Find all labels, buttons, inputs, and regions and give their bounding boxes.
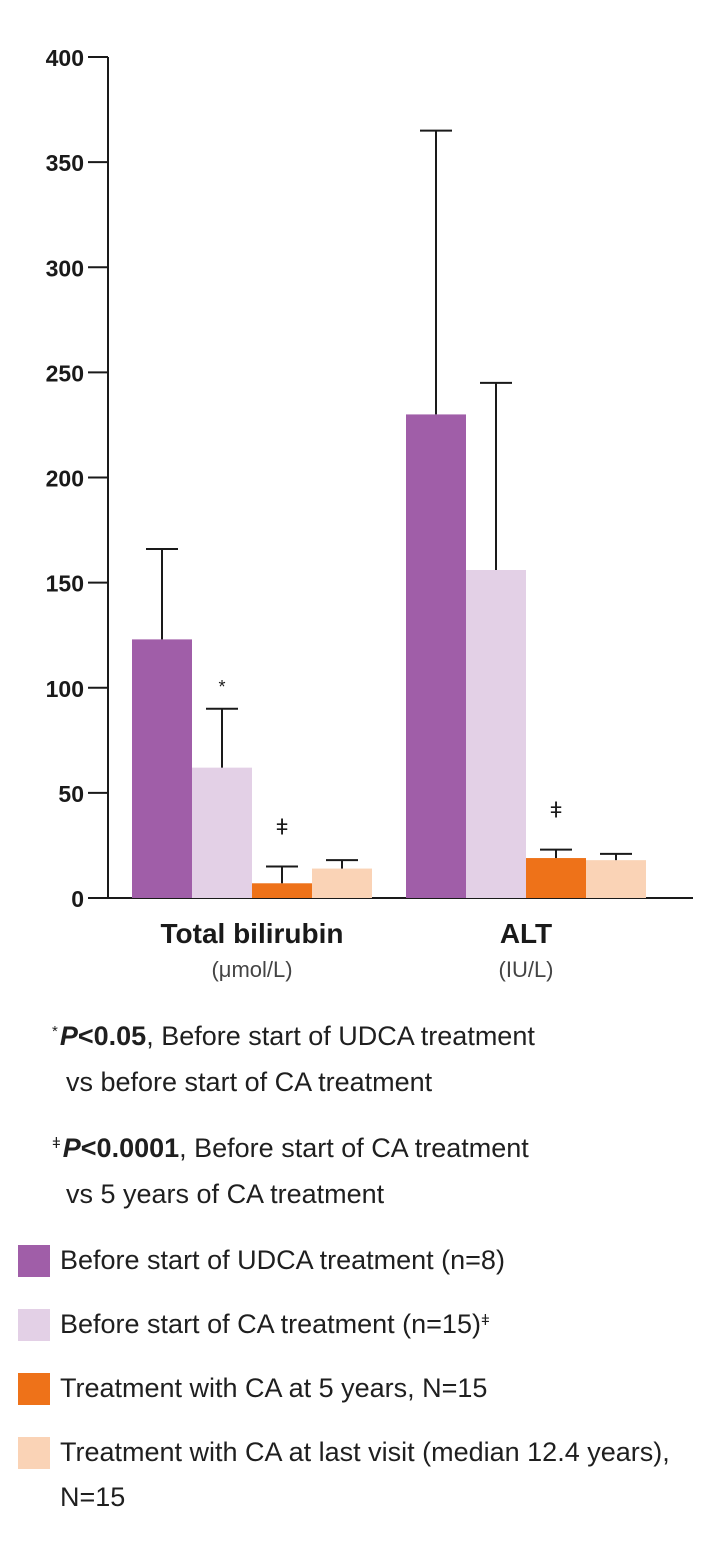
legend-label: Treatment with CA at last visit (median … (60, 1437, 670, 1512)
legend-label: Treatment with CA at 5 years, N=15 (60, 1373, 488, 1403)
y-tick-label: 100 (46, 676, 84, 702)
category-unit: (IU/L) (499, 957, 554, 982)
p-value: <0.05 (77, 1021, 147, 1051)
legend-swatch (18, 1245, 50, 1277)
bar (586, 860, 646, 898)
legend-item-ca-last: Treatment with CA at last visit (median … (18, 1430, 692, 1520)
bar-chart: 0 50 100 150 200 250 300 350 400 * ǂ ǂ Total bilirub… (46, 45, 693, 982)
significance-mark: * (218, 677, 225, 697)
legend-item-udca: Before start of UDCA treatment (n=8) (18, 1238, 692, 1283)
footnote-text: , Before start of CA treatment (179, 1133, 529, 1163)
bar (312, 868, 372, 898)
bar (406, 414, 466, 898)
legend-mark: ǂ (480, 1312, 490, 1329)
legend-item-ca-before: Before start of CA treatment (n=15)ǂ (18, 1302, 692, 1347)
category-label: ALT (500, 918, 552, 949)
bar (526, 858, 586, 898)
significance-mark: ǂ (550, 798, 563, 823)
p-value: <0.0001 (80, 1133, 180, 1163)
footnote-text-line2: vs 5 years of CA treatment (66, 1179, 385, 1209)
footnote-ca: ǂP<0.0001, Before start of CA treatment … (52, 1125, 529, 1217)
footnote-mark: * (52, 1023, 58, 1040)
p-label: P (59, 1021, 78, 1051)
legend-item-ca-5y: Treatment with CA at 5 years, N=15 (18, 1366, 692, 1411)
bar (466, 570, 526, 898)
significance-mark: ǂ (276, 814, 289, 839)
footnote-mark: ǂ (52, 1135, 61, 1152)
legend-swatch (18, 1437, 50, 1469)
y-tick-label: 250 (46, 360, 84, 386)
legend-swatch (18, 1373, 50, 1405)
legend-label: Before start of CA treatment (n=15) (60, 1309, 481, 1339)
footnote-text: , Before start of UDCA treatment (146, 1021, 535, 1051)
category-label: Total bilirubin (160, 918, 343, 949)
bar (252, 883, 312, 898)
y-tick-label: 400 (46, 45, 84, 71)
category-unit: (μmol/L) (211, 957, 292, 982)
y-tick-label: 300 (46, 255, 84, 281)
bar (132, 639, 192, 898)
legend-label: Before start of UDCA treatment (n=8) (60, 1245, 505, 1275)
legend: Before start of UDCA treatment (n=8) Bef… (18, 1238, 692, 1539)
y-tick-label: 350 (46, 150, 84, 176)
bar (192, 767, 252, 898)
p-label: P (62, 1133, 81, 1163)
y-tick-label: 150 (46, 571, 84, 597)
y-tick-label: 0 (71, 886, 84, 912)
legend-swatch (18, 1309, 50, 1341)
footnote-text-line2: vs before start of CA treatment (66, 1067, 433, 1097)
footnote-udca: *P<0.05, Before start of UDCA treatment … (52, 1013, 535, 1105)
y-tick-label: 200 (46, 466, 84, 492)
y-tick-label: 50 (58, 781, 84, 807)
